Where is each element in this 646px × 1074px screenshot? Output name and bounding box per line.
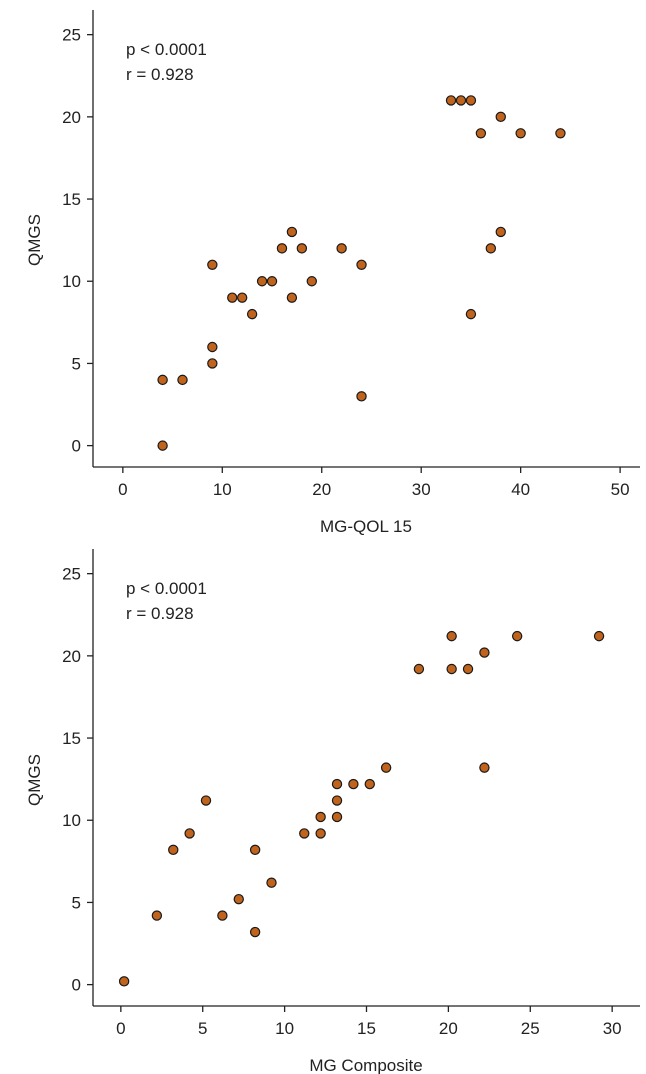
y-axis-label: QMGS xyxy=(25,754,44,806)
y-tick-label: 15 xyxy=(62,729,81,748)
data-point xyxy=(480,648,489,657)
data-point xyxy=(466,96,475,105)
data-point xyxy=(463,664,472,673)
data-point xyxy=(218,911,227,920)
data-point xyxy=(476,129,485,138)
data-point xyxy=(496,112,505,121)
x-tick-label: 25 xyxy=(521,1019,540,1038)
data-point xyxy=(486,244,495,253)
y-tick-label: 25 xyxy=(62,26,81,45)
p-value-annotation: p < 0.0001 xyxy=(126,40,207,59)
data-point xyxy=(277,244,286,253)
r-value-annotation: r = 0.928 xyxy=(126,65,194,84)
data-point xyxy=(158,375,167,384)
data-point xyxy=(178,375,187,384)
x-tick-label: 10 xyxy=(213,480,232,499)
x-tick-label: 40 xyxy=(511,480,530,499)
data-point xyxy=(316,812,325,821)
data-point xyxy=(251,845,260,854)
p-value-annotation: p < 0.0001 xyxy=(126,579,207,598)
y-tick-label: 10 xyxy=(62,272,81,291)
data-point xyxy=(456,96,465,105)
data-point xyxy=(267,277,276,286)
x-tick-label: 15 xyxy=(357,1019,376,1038)
data-point xyxy=(248,310,257,319)
data-point xyxy=(365,779,374,788)
data-point xyxy=(208,359,217,368)
x-axis-label: MG-QOL 15 xyxy=(320,517,412,536)
y-axis-label: QMGS xyxy=(25,214,44,266)
x-tick-label: 20 xyxy=(439,1019,458,1038)
chart-panel-mg-composite: p < 0.0001 r = 0.928 0 5 10 15 20 25 30 0 5 10 15 2… xyxy=(25,549,640,1074)
data-point xyxy=(300,829,309,838)
data-points xyxy=(158,96,565,450)
y-tick-label: 15 xyxy=(62,190,81,209)
data-point xyxy=(594,632,603,641)
data-point xyxy=(447,632,456,641)
data-point xyxy=(297,244,306,253)
x-tick-label: 50 xyxy=(611,480,630,499)
data-point xyxy=(120,977,129,986)
data-point xyxy=(208,342,217,351)
data-point xyxy=(307,277,316,286)
data-point xyxy=(169,845,178,854)
data-point xyxy=(337,244,346,253)
y-tick-label: 5 xyxy=(72,354,81,373)
data-point xyxy=(446,96,455,105)
x-tick-label: 20 xyxy=(312,480,331,499)
data-point xyxy=(382,763,391,772)
data-point xyxy=(466,310,475,319)
y-tick-label: 25 xyxy=(62,565,81,584)
data-point xyxy=(238,293,247,302)
data-point xyxy=(234,895,243,904)
data-point xyxy=(201,796,210,805)
data-point xyxy=(496,227,505,236)
data-point xyxy=(267,878,276,887)
data-point xyxy=(185,829,194,838)
data-point xyxy=(228,293,237,302)
data-point xyxy=(516,129,525,138)
data-point xyxy=(287,227,296,236)
y-tick-label: 0 xyxy=(72,976,81,995)
data-point xyxy=(208,260,217,269)
r-value-annotation: r = 0.928 xyxy=(126,604,194,623)
data-point xyxy=(480,763,489,772)
y-tick-label: 5 xyxy=(72,893,81,912)
data-point xyxy=(251,927,260,936)
data-points xyxy=(120,632,604,986)
data-point xyxy=(158,441,167,450)
data-point xyxy=(257,277,266,286)
data-point xyxy=(556,129,565,138)
data-point xyxy=(332,812,341,821)
y-tick-label: 10 xyxy=(62,811,81,830)
data-point xyxy=(152,911,161,920)
data-point xyxy=(332,796,341,805)
y-tick-label: 20 xyxy=(62,108,81,127)
data-point xyxy=(316,829,325,838)
data-point xyxy=(287,293,296,302)
x-tick-label: 10 xyxy=(275,1019,294,1038)
y-tick-label: 20 xyxy=(62,647,81,666)
data-point xyxy=(414,664,423,673)
data-point xyxy=(332,779,341,788)
x-tick-label: 0 xyxy=(118,480,127,499)
x-tick-label: 30 xyxy=(412,480,431,499)
data-point xyxy=(447,664,456,673)
x-axis-label: MG Composite xyxy=(309,1056,422,1074)
data-point xyxy=(357,392,366,401)
x-tick-label: 30 xyxy=(603,1019,622,1038)
chart-panel-mgqol15: p < 0.0001 r = 0.928 0 10 20 30 40 50 0 5 10 15 20… xyxy=(25,10,640,536)
y-tick-label: 0 xyxy=(72,437,81,456)
data-point xyxy=(513,632,522,641)
x-tick-label: 5 xyxy=(198,1019,207,1038)
data-point xyxy=(349,779,358,788)
x-tick-label: 0 xyxy=(116,1019,125,1038)
data-point xyxy=(357,260,366,269)
